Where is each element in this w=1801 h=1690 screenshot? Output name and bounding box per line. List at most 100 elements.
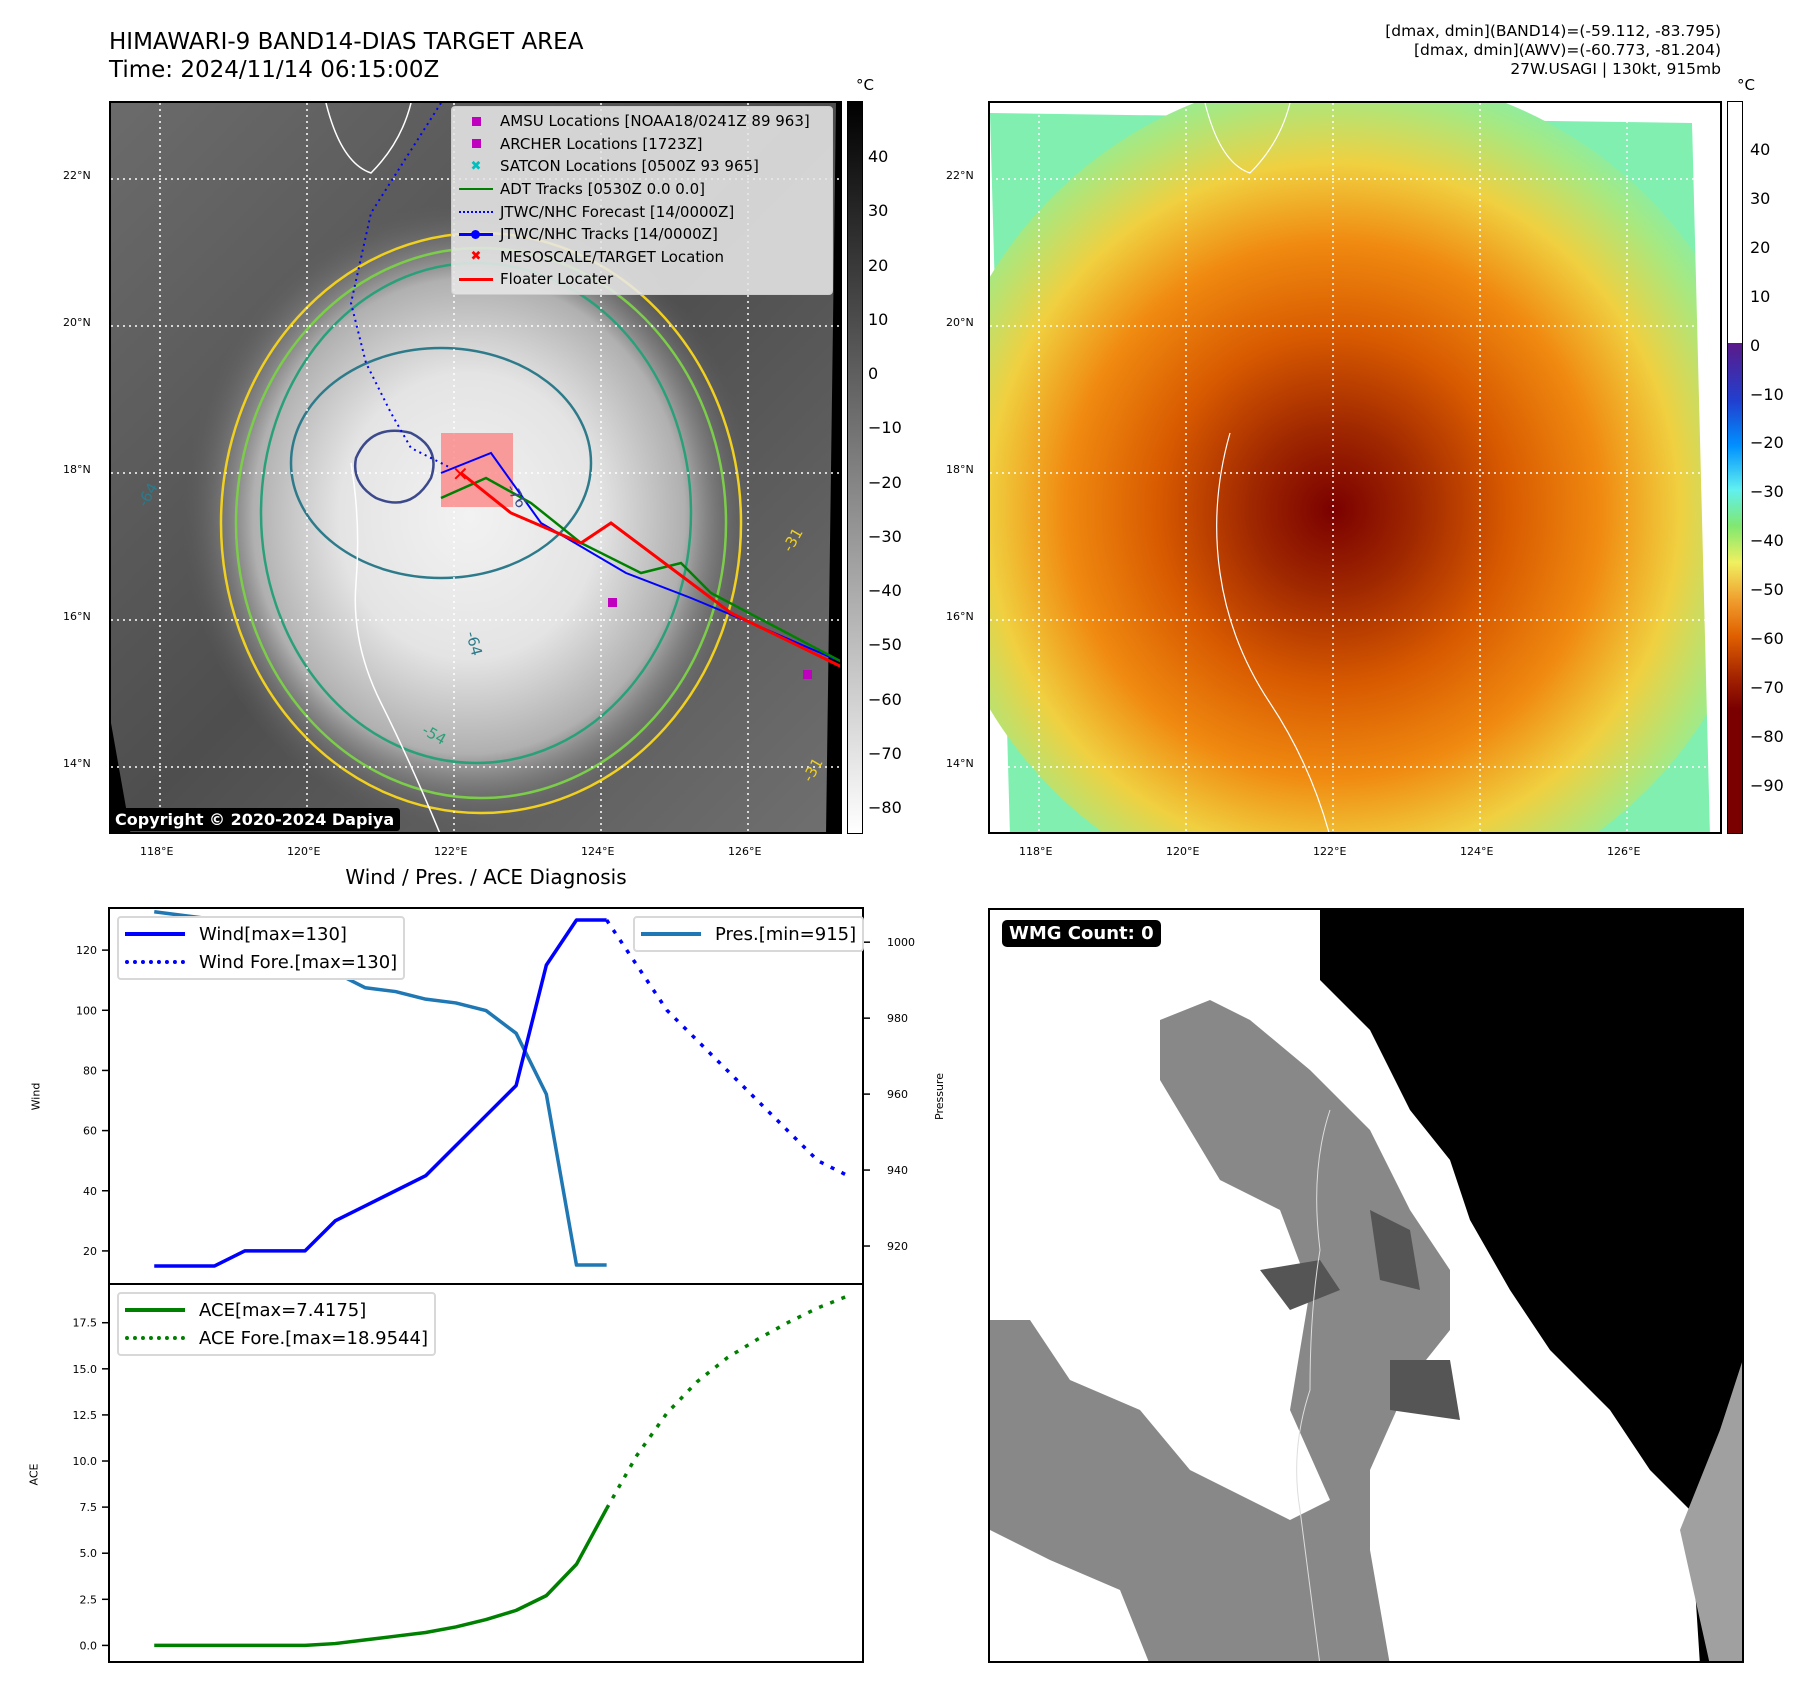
info-band14: [dmax, dmin](BAND14)=(-59.112, -83.795): [1385, 22, 1721, 40]
legend-item-archer: ARCHER Locations [1723Z]: [452, 133, 832, 156]
ace-ytick-label: 17.5: [73, 1317, 98, 1330]
awv-colorbar: [1727, 101, 1743, 834]
awv-cb-ticks-tick: −30: [1750, 482, 1784, 502]
pressure-legend: Pres.[min=915]: [633, 916, 865, 952]
pressure-ytick-label: 1000: [887, 936, 915, 949]
awv-lat-tick: 22°N: [946, 169, 974, 182]
awv-lon-tick: 124°E: [1460, 845, 1494, 858]
title-line-2: Time: 2024/11/14 06:15:00Z: [109, 57, 440, 83]
legend-label: ARCHER Locations [1723Z]: [500, 134, 703, 153]
wmg-gray-region: [990, 1000, 1450, 1661]
legend-item-target: ✖ MESOSCALE/TARGET Location: [452, 246, 832, 269]
legend-item-wind: Wind[max=130]: [125, 920, 397, 948]
ace-ytick-label: 7.5: [80, 1501, 98, 1514]
ir-lon-tick: 126°E: [728, 845, 762, 858]
ace-axes: [108, 1283, 864, 1663]
awv-lat-tick: 20°N: [946, 316, 974, 329]
ir-lon-tick: 118°E: [140, 845, 174, 858]
diagnosis-title: Wind / Pres. / ACE Diagnosis: [345, 865, 627, 889]
ir-cb-ticks-tick: −70: [868, 743, 902, 763]
ir-lon-tick: 122°E: [434, 845, 468, 858]
x-marker-icon: ✖: [470, 158, 482, 174]
ir-lat-tick: 18°N: [63, 463, 91, 476]
ir-cb-ticks-tick: 30: [868, 201, 889, 221]
figure-title: HIMAWARI-9 BAND14-DIAS TARGET AREA Time: …: [109, 28, 583, 84]
wmg-black-region: [1320, 910, 1742, 1661]
awv-cb-ticks-tick: 30: [1750, 188, 1771, 208]
line-icon: [459, 278, 493, 281]
awv-cb-ticks-tick: 10: [1750, 286, 1771, 306]
awv-lon-tick: 122°E: [1313, 845, 1347, 858]
legend-label: Wind[max=130]: [199, 923, 347, 945]
legend-label: Pres.[min=915]: [715, 923, 857, 945]
solid-line-icon: [125, 1308, 185, 1312]
ir-cb-ticks-tick: −80: [868, 798, 902, 817]
wmg-lightgray-region: [1680, 1362, 1742, 1661]
legend-label: AMSU Locations [NOAA18/0241Z 89 963]: [500, 112, 810, 131]
ir-lon-tick: 120°E: [287, 845, 321, 858]
diagnosis-chart: 20 40 60 80 100 120 920 940 960 980 1000 0.0 2.5 5.0 7…: [73, 907, 915, 1663]
solid-line-icon: [641, 932, 701, 936]
ir-lon-tick: 124°E: [581, 845, 615, 858]
dotted-line-icon: [125, 960, 185, 964]
wind-ytick-label: 100: [76, 1004, 97, 1017]
dotted-line-icon: [459, 210, 493, 213]
awv-map-canvas: [990, 103, 1720, 832]
wind-ytick-label: 80: [83, 1064, 97, 1077]
solid-line-icon: [125, 932, 185, 936]
ir-lat-tick: 22°N: [63, 169, 91, 182]
ir-cb-ticks-tick: −10: [868, 418, 902, 438]
awv-lon-tick: 118°E: [1019, 845, 1053, 858]
pressure-axis-label: Pressure: [932, 1073, 946, 1120]
legend-item-amsu: AMSU Locations [NOAA18/0241Z 89 963]: [452, 110, 832, 133]
ir-cb-ticks-tick: −30: [868, 526, 902, 546]
ir-cb-ticks-tick: 20: [868, 255, 889, 275]
ace-ytick-label: 10.0: [73, 1455, 98, 1468]
title-line-1: HIMAWARI-9 BAND14-DIAS TARGET AREA: [109, 29, 584, 55]
awv-lat-tick: 18°N: [946, 463, 974, 476]
legend-item-wind-forecast: Wind Fore.[max=130]: [125, 948, 397, 976]
awv-cb-ticks-tick: 40: [1750, 140, 1771, 159]
pressure-ytick-label: 980: [887, 1012, 908, 1025]
wind-ytick-label: 40: [83, 1185, 97, 1198]
wmg-count-badge: WMG Count: 0: [1002, 920, 1161, 947]
square-marker-icon: [471, 139, 481, 149]
ir-cb-ticks-tick: −20: [868, 472, 902, 492]
awv-lat-tick: 16°N: [946, 610, 974, 623]
ir-cb-ticks-tick: 40: [868, 147, 889, 166]
contour-label: -64: [462, 629, 486, 657]
target-area-box: [441, 433, 513, 507]
pressure-ytick-label: 940: [887, 1164, 908, 1177]
awv-cb-ticks-tick: 0: [1750, 335, 1761, 355]
awv-no-data: [1692, 103, 1720, 832]
dotted-line-icon: [125, 1336, 185, 1340]
ir-colorbar: [847, 101, 863, 834]
awv-map-panel: [988, 101, 1722, 834]
floater-track: [460, 471, 840, 668]
ace-ytick-label: 15.0: [73, 1363, 98, 1376]
wind-ytick-label: 20: [83, 1245, 97, 1258]
wmg-coastline: [1296, 1109, 1331, 1661]
info-storm: 27W.USAGI | 130kt, 915mb: [1510, 60, 1721, 78]
ace-forecast-line: [605, 1294, 849, 1510]
ir-lat-tick: 20°N: [63, 316, 91, 329]
pressure-ytick-label: 960: [887, 1088, 908, 1101]
pressure-ytick-label: 920: [887, 1240, 908, 1253]
legend-item-adt: ADT Tracks [0530Z 0.0 0.0]: [452, 178, 832, 201]
coastline-taiwan: [325, 103, 412, 174]
awv-lat-tick: 14°N: [946, 757, 974, 770]
ir-cb-ticks-tick: 0: [868, 364, 879, 383]
ir-cb-ticks-tick: −50: [868, 635, 902, 655]
awv-cb-ticks-tick: −70: [1750, 677, 1784, 697]
awv-cb-ticks-tick: 20: [1750, 237, 1771, 257]
ace-line: [154, 1507, 609, 1648]
copyright-badge: Copyright © 2020-2024 Dapiya: [109, 808, 401, 831]
legend-label: JTWC/NHC Forecast [14/0000Z]: [500, 202, 735, 221]
legend-item-floater: Floater Locater: [452, 268, 832, 291]
awv-cb-ticks-tick: −90: [1750, 775, 1784, 795]
adt-track: [440, 476, 840, 663]
map-legend: AMSU Locations [NOAA18/0241Z 89 963] ARC…: [451, 106, 833, 295]
awv-cb-ticks-tick: −80: [1750, 726, 1784, 746]
ace-legend: ACE[max=7.4175] ACE Fore.[max=18.9544]: [117, 1292, 436, 1356]
amsu-marker: [803, 670, 812, 679]
